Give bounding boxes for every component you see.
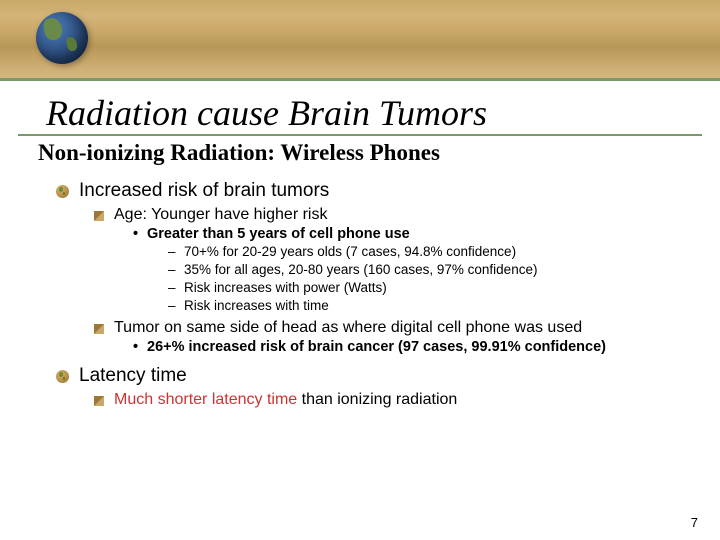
slide-title: Radiation cause Brain Tumors bbox=[18, 78, 702, 136]
bullet-level4: – 35% for all ages, 20-80 years (160 cas… bbox=[168, 262, 692, 279]
bullet-level3: • Greater than 5 years of cell phone use bbox=[132, 226, 692, 242]
slide-subtitle: Non-ionizing Radiation: Wireless Phones bbox=[0, 138, 720, 166]
emphasis-text: Much shorter latency time bbox=[114, 391, 297, 408]
text: Much shorter latency time than ionizing … bbox=[114, 391, 692, 409]
square-bullet-icon bbox=[94, 211, 104, 221]
bullet-level4: – Risk increases with time bbox=[168, 298, 692, 315]
text: Tumor on same side of head as where digi… bbox=[114, 319, 692, 337]
dash-bullet-icon: – bbox=[168, 280, 178, 297]
bullet-level2: Age: Younger have higher risk bbox=[94, 206, 692, 224]
text: 35% for all ages, 20-80 years (160 cases… bbox=[184, 262, 692, 279]
text: than ionizing radiation bbox=[297, 391, 457, 408]
dot-bullet-icon: • bbox=[132, 339, 139, 355]
text: 70+% for 20-29 years olds (7 cases, 94.8… bbox=[184, 244, 692, 261]
bullet-level3: • 26+% increased risk of brain cancer (9… bbox=[132, 339, 692, 355]
page-number: 7 bbox=[691, 515, 698, 530]
square-bullet-icon bbox=[94, 396, 104, 406]
globe-bullet-icon bbox=[56, 185, 69, 198]
text: Risk increases with time bbox=[184, 298, 692, 315]
text: Latency time bbox=[79, 365, 692, 387]
dash-bullet-icon: – bbox=[168, 298, 178, 315]
text: Age: Younger have higher risk bbox=[114, 206, 692, 224]
bullet-level2: Much shorter latency time than ionizing … bbox=[94, 391, 692, 409]
text: Increased risk of brain tumors bbox=[79, 180, 692, 202]
bullet-level1: Latency time bbox=[56, 365, 692, 387]
globe-icon bbox=[36, 12, 88, 64]
bullet-level4: – Risk increases with power (Watts) bbox=[168, 280, 692, 297]
globe-bullet-icon bbox=[56, 370, 69, 383]
dash-bullet-icon: – bbox=[168, 244, 178, 261]
dot-bullet-icon: • bbox=[132, 226, 139, 242]
dash-bullet-icon: – bbox=[168, 262, 178, 279]
text: Risk increases with power (Watts) bbox=[184, 280, 692, 297]
header-band bbox=[0, 0, 720, 78]
slide-content: Increased risk of brain tumors Age: Youn… bbox=[0, 166, 720, 409]
text: Greater than 5 years of cell phone use bbox=[147, 226, 692, 242]
bullet-level1: Increased risk of brain tumors bbox=[56, 180, 692, 202]
square-bullet-icon bbox=[94, 324, 104, 334]
text: 26+% increased risk of brain cancer (97 … bbox=[147, 339, 692, 355]
bullet-level2: Tumor on same side of head as where digi… bbox=[94, 319, 692, 337]
bullet-level4: – 70+% for 20-29 years olds (7 cases, 94… bbox=[168, 244, 692, 261]
